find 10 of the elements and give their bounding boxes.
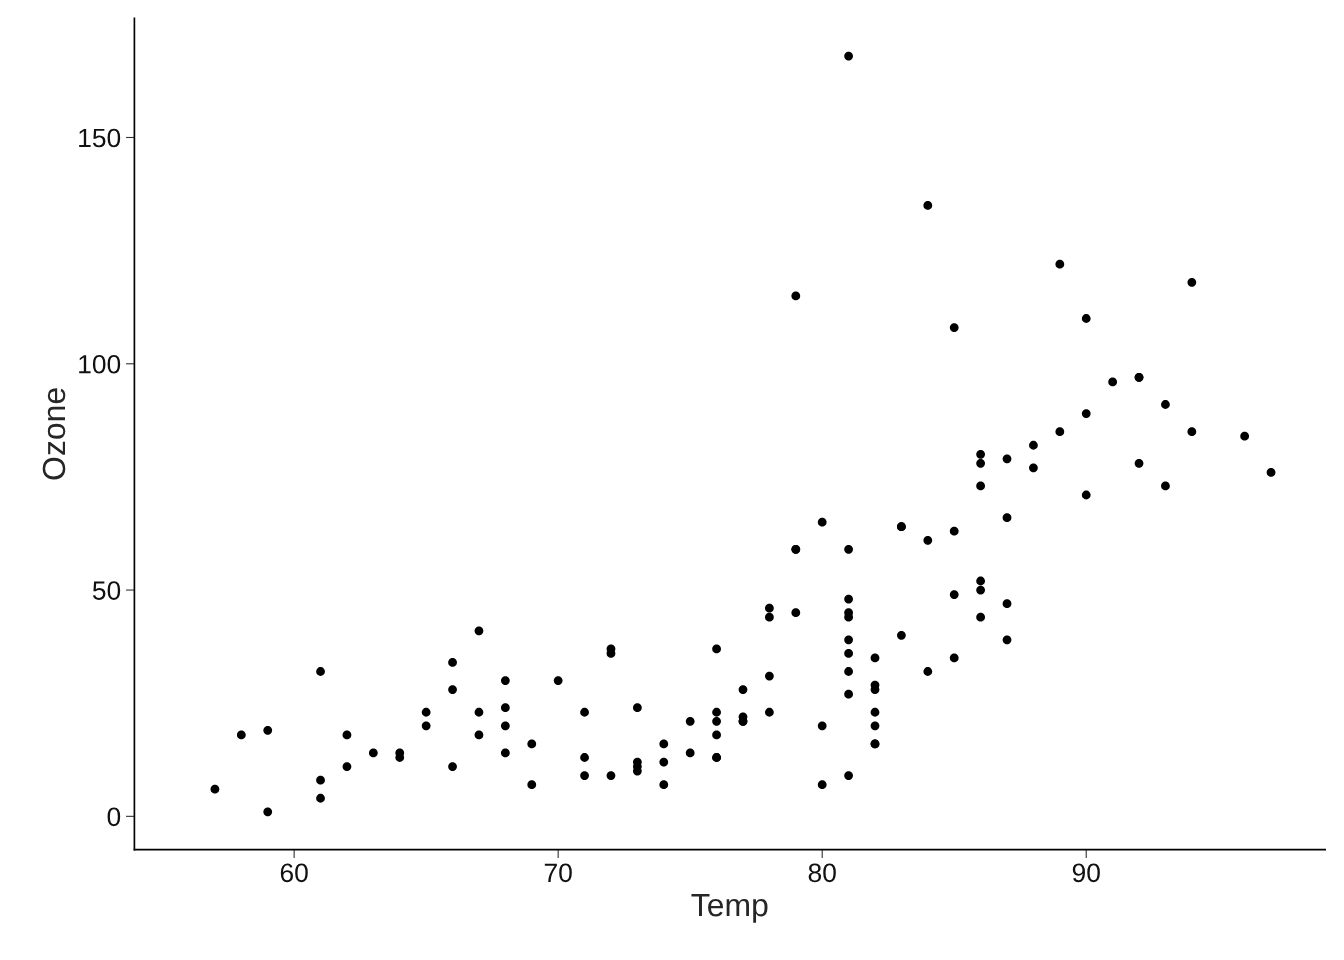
y-tick-label: 0	[107, 807, 121, 827]
y-axis-title: Ozone	[42, 388, 66, 480]
y-tick-label: 50	[92, 581, 121, 600]
x-tick-label: 80	[808, 863, 836, 883]
y-tick-label: 100	[79, 354, 121, 374]
x-tick-label: 60	[280, 863, 308, 883]
y-tick-label: 150	[79, 128, 121, 148]
x-tick-label: 90	[1072, 863, 1100, 883]
x-axis-title: Temp	[691, 894, 768, 923]
x-tick-label: 70	[544, 863, 572, 883]
